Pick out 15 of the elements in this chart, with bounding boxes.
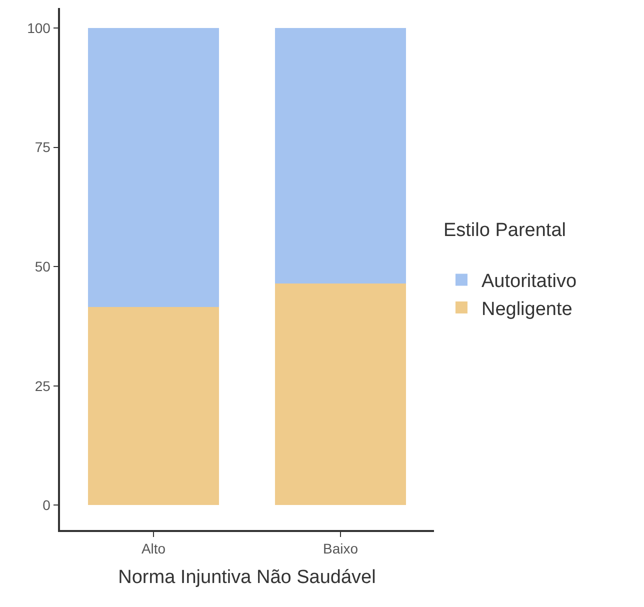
x-tick-label: Baixo (322, 540, 358, 557)
bar (275, 28, 406, 284)
y-tick-label: 0 (42, 497, 51, 514)
y-tick-label: 25 (34, 378, 51, 394)
x-axis-title: Norma Injuntiva Não Saudável (118, 566, 376, 588)
bar (88, 28, 219, 308)
bar (275, 283, 406, 506)
x-tick-label: Alto (141, 540, 166, 557)
y-tick-label: 75 (34, 139, 51, 156)
bar (88, 307, 219, 506)
legend-title: Estilo Parental (443, 220, 566, 242)
y-tick-label: 100 (27, 20, 51, 36)
legend-label: Autoritativo (481, 271, 577, 292)
legend-label: Negligente (481, 298, 572, 320)
y-tick-label: 50 (34, 258, 51, 275)
